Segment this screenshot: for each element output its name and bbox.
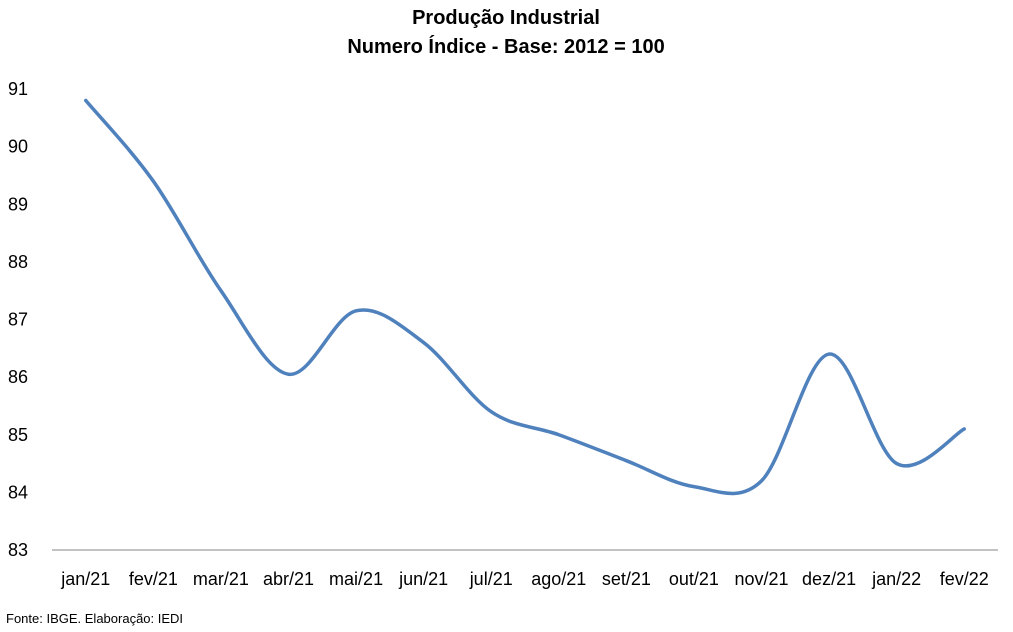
x-tick-label: mai/21 (329, 569, 383, 589)
data-point-dez-21 (827, 352, 831, 356)
source-note: Fonte: IBGE. Elaboração: IEDI (6, 611, 184, 626)
x-tick-label: nov/21 (734, 569, 788, 589)
chart-title: Produção Industrial (412, 7, 600, 29)
x-tick-label: fev/21 (129, 569, 178, 589)
data-points (84, 99, 966, 489)
y-axis-ticks: 83 84 85 86 87 88 89 90 91 (8, 79, 28, 560)
x-tick-label: jan/21 (60, 569, 110, 589)
y-tick-label: 91 (8, 79, 28, 99)
x-tick-label: ago/21 (531, 569, 586, 589)
y-tick-label: 88 (8, 252, 28, 272)
data-point-ago-21 (557, 433, 561, 437)
data-point-fev-21 (151, 179, 155, 183)
data-point-jul-21 (489, 410, 493, 414)
y-tick-label: 83 (8, 540, 28, 560)
data-point-mai-21 (354, 309, 358, 313)
data-point-jan-21 (84, 99, 88, 103)
chart-subtitle: Numero Índice - Base: 2012 = 100 (347, 35, 664, 58)
data-point-jun-21 (422, 341, 426, 345)
series-line (84, 98, 966, 496)
x-tick-label: abr/21 (263, 569, 314, 589)
y-tick-label: 87 (8, 310, 28, 330)
x-tick-label: jul/21 (469, 569, 513, 589)
y-tick-label: 85 (8, 425, 28, 445)
x-tick-label: jan/22 (871, 569, 921, 589)
data-point-abr-21 (287, 372, 290, 376)
y-tick-label: 84 (8, 482, 28, 502)
data-point-set-21 (624, 459, 628, 463)
x-tick-label: dez/21 (802, 569, 856, 589)
x-axis-ticks: jan/21 fev/21 mar/21 abr/21 mai/21 jun/21 jul/… (60, 569, 988, 589)
x-tick-label: out/21 (669, 569, 719, 589)
data-point-mar-21 (219, 289, 223, 293)
y-tick-label: 86 (8, 367, 28, 387)
x-tick-label: set/21 (602, 569, 651, 589)
data-point-jan-22 (895, 462, 899, 466)
data-point-fev-22 (962, 427, 966, 431)
y-tick-label: 90 (8, 137, 28, 157)
data-point-nov-21 (760, 479, 763, 483)
x-tick-label: mar/21 (193, 569, 249, 589)
data-point-out-21 (692, 485, 696, 489)
x-tick-label: jun/21 (398, 569, 448, 589)
x-tick-label: fev/22 (940, 569, 989, 589)
y-tick-label: 89 (8, 194, 28, 214)
